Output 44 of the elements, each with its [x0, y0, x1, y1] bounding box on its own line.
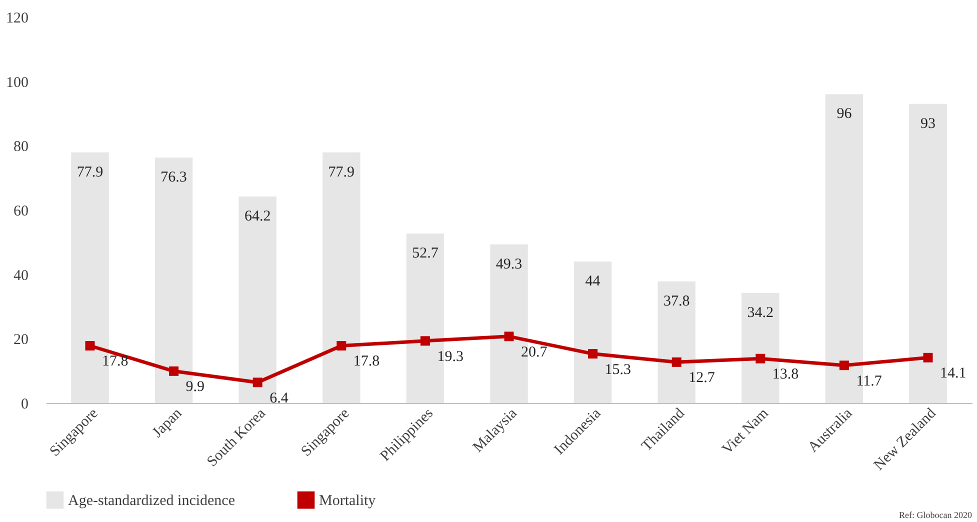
- point: [588, 349, 598, 359]
- data-label: 9.9: [186, 379, 205, 396]
- data-label: 6.4: [270, 390, 289, 406]
- point: [85, 341, 95, 350]
- point: [252, 378, 262, 388]
- y-tick-label: 20: [14, 332, 28, 348]
- data-label: 64.2: [244, 208, 271, 224]
- point: [672, 357, 682, 367]
- y-tick-label: 0: [21, 396, 28, 412]
- data-label: 77.9: [76, 164, 104, 180]
- y-tick-label: 80: [14, 139, 28, 156]
- point: [336, 341, 346, 350]
- data-label: 37.8: [663, 293, 690, 310]
- y-tick-label: 120: [6, 10, 28, 26]
- legend-label: Mortality: [319, 493, 376, 510]
- y-tick-label: 40: [14, 268, 28, 284]
- text: Ref: Globocan 2020: [899, 510, 972, 520]
- data-label: 34.2: [747, 304, 774, 321]
- point: [169, 366, 179, 376]
- point: [504, 332, 514, 342]
- legend-label: Age-standardized incidence: [68, 493, 236, 510]
- data-label: 77.9: [328, 164, 355, 180]
- data-label: 93: [920, 116, 936, 132]
- data-label: 12.7: [688, 370, 716, 386]
- data-label: 13.8: [772, 366, 799, 383]
- data-label: 11.7: [856, 373, 882, 390]
- data-label: 76.3: [160, 170, 187, 186]
- y-tick-label: 60: [14, 204, 28, 220]
- data-label: 14.1: [940, 366, 966, 382]
- y-tick-label: 100: [6, 74, 28, 91]
- data-label: 20.7: [521, 344, 548, 360]
- x-tick-label: Viet Nam: [720, 405, 772, 458]
- point: [756, 354, 766, 364]
- data-label: 19.3: [437, 348, 464, 365]
- point: [839, 360, 849, 370]
- point: [923, 352, 933, 362]
- data-label: 44: [585, 273, 601, 290]
- point: [420, 336, 430, 346]
- data-label: 15.3: [604, 362, 632, 378]
- data-label: 49.3: [496, 256, 522, 272]
- data-label: 17.8: [102, 354, 128, 370]
- data-label: 52.7: [412, 245, 439, 262]
- data-label: 17.8: [353, 354, 380, 370]
- data-label: 96: [836, 106, 852, 122]
